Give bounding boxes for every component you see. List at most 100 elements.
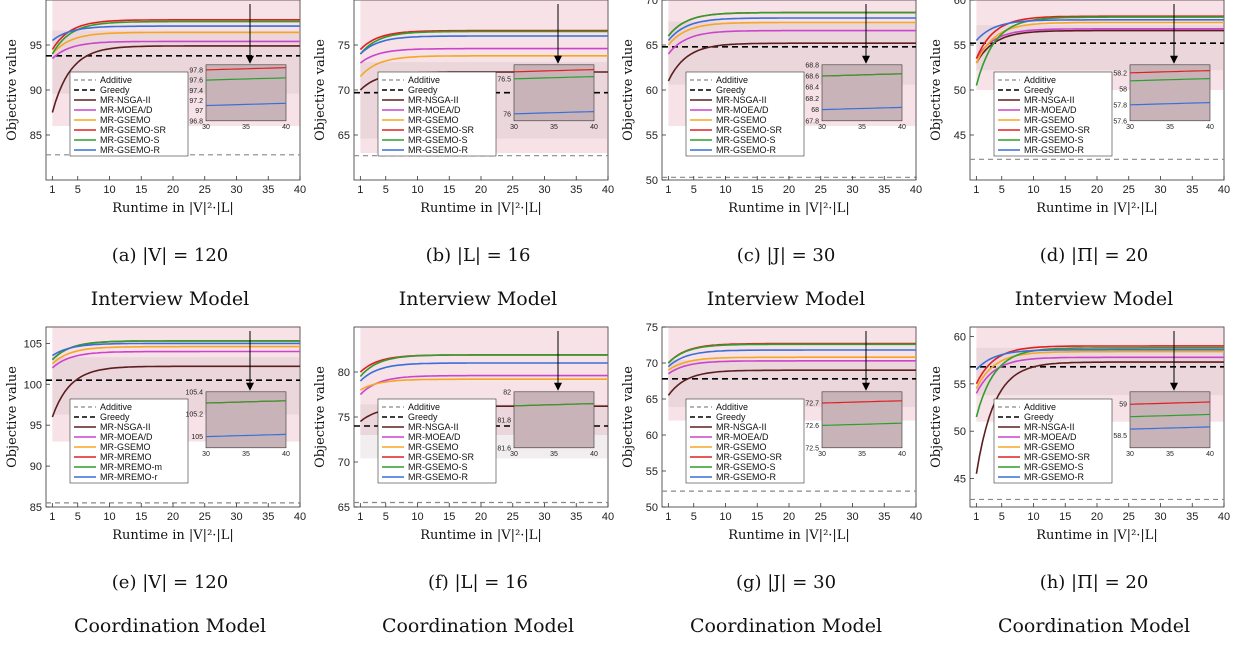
- series-line-mr-moea-d: [51, 350, 300, 369]
- y-tick-label: 90: [30, 461, 42, 473]
- series-line-mr-gsemo-sr: [975, 345, 1224, 385]
- y-tick-label: 45: [954, 474, 966, 486]
- inset-series-mr-gsemo-r: [514, 111, 594, 115]
- inset-x-tick-label: 40: [590, 451, 598, 458]
- inset-x-tick-label: 35: [550, 451, 558, 458]
- inset-box: [1129, 64, 1211, 122]
- inset-series-mr-gsemo-sr: [206, 67, 286, 71]
- legend-label: MR-NSGA-II: [408, 95, 459, 105]
- inset-series-mr-gsemo-sr: [514, 69, 594, 73]
- y-tick-label: 65: [338, 130, 350, 142]
- x-tick-label: 35: [570, 184, 582, 196]
- inset-series-mr-gsemo-r: [1130, 102, 1210, 106]
- legend-label: MR-GSEMO-R: [408, 472, 468, 482]
- inset-y-tick-label: 58.2: [1113, 70, 1127, 77]
- x-tick-label: 20: [475, 511, 487, 523]
- subfigure-caption: (d) |Π| = 20: [1039, 245, 1149, 266]
- inset-series-mr-gsemo-s: [1130, 413, 1210, 418]
- x-tick-label: 15: [751, 184, 763, 196]
- x-tick-label: 5: [383, 184, 389, 196]
- series-line-mr-gsemo-s: [51, 20, 300, 55]
- x-tick-label: 10: [411, 511, 423, 523]
- model-label: Coordination Model: [73, 615, 267, 637]
- inset-y-tick-label: 72.6: [805, 423, 819, 430]
- y-tick-label: 50: [646, 175, 658, 187]
- inset-y-tick-label: 68.4: [805, 85, 819, 92]
- inset-series-mr-gsemo-s: [206, 77, 286, 81]
- legend-label: MR-MOEA/D: [716, 105, 769, 115]
- x-tick-label: 40: [602, 511, 614, 523]
- x-axis-title: Runtime in |V|²·|L|: [1036, 528, 1158, 543]
- x-tick-label: 30: [230, 184, 242, 196]
- inset-series-mr-gsemo-sr: [1130, 70, 1210, 74]
- legend-label: Greedy: [408, 412, 438, 422]
- legend-box: [377, 71, 497, 157]
- x-tick-label: 35: [570, 511, 582, 523]
- inset-y-tick-label: 57.6: [1113, 118, 1127, 125]
- model-label: Coordination Model: [381, 615, 575, 637]
- legend-label: Greedy: [100, 412, 130, 422]
- subfigure-caption: (a) |V| = 120: [111, 245, 229, 266]
- y-tick-label: 55: [646, 130, 658, 142]
- x-axis-title: Runtime in |V|²·|L|: [112, 201, 234, 216]
- zoom-arrow-head: [1170, 55, 1178, 64]
- x-tick-label: 30: [1154, 184, 1166, 196]
- inset-series-mr-gsemo-r: [822, 602, 902, 604]
- inset-series-mr-gsemo-s: [1130, 78, 1210, 82]
- zoom-arrow-head: [862, 55, 870, 64]
- series-line-mr-moea-d: [359, 374, 608, 396]
- inset-y-tick-label: 68.8: [805, 62, 819, 69]
- series-line-mr-gsemo-r: [975, 348, 1224, 371]
- subfigure-caption: (f) |L| = 16: [428, 572, 528, 593]
- legend-label: Additive: [1024, 402, 1056, 412]
- inset-y-tick-label: 97.2: [189, 98, 203, 105]
- model-label: Coordination Model: [997, 615, 1191, 637]
- x-tick-label: 25: [815, 511, 827, 523]
- x-tick-label: 15: [443, 184, 455, 196]
- y-axis-title: Objective value: [929, 366, 944, 468]
- y-tick-label: 60: [646, 85, 658, 97]
- y-tick-label: 50: [646, 502, 658, 514]
- y-tick-label: 50: [954, 426, 966, 438]
- series-line-mr-gsemo-s: [975, 16, 1224, 86]
- series-line-mr-moea-d: [667, 360, 916, 375]
- series-line-mr-nsga-ii: [975, 361, 1224, 474]
- x-tick-label: 10: [103, 184, 115, 196]
- x-tick-label: 35: [262, 511, 274, 523]
- x-tick-label: 1: [665, 184, 671, 196]
- x-tick-label: 15: [751, 511, 763, 523]
- legend-label: Greedy: [716, 412, 746, 422]
- series-line-mr-gsemo: [667, 356, 916, 371]
- x-tick-label: 20: [167, 184, 179, 196]
- inset-y-tick-label: 105.2: [185, 412, 203, 419]
- y-axis-title: Objective value: [5, 39, 20, 141]
- legend-label: MR-GSEMO-S: [408, 135, 468, 145]
- y-axis-title: Objective value: [929, 39, 944, 141]
- x-axis-title: Runtime in |V|²·|L|: [112, 528, 234, 543]
- inset-x-tick-label: 40: [282, 124, 290, 131]
- legend-label: MR-MOEA/D: [1024, 105, 1077, 115]
- inset-series-mr-gsemo-sr: [822, 400, 902, 404]
- y-tick-label: 95: [30, 420, 42, 432]
- model-label: Coordination Model: [689, 615, 883, 637]
- legend-label: MR-GSEMO-SR: [408, 125, 474, 135]
- chart-panel-f: 65 70 75 80 1 5 10 15 20 25 30 35 40 Runtime in |V|²·…: [308, 326, 616, 557]
- zoom-arrow-head: [862, 382, 870, 391]
- legend-label: MR-MOEA/D: [408, 432, 461, 442]
- series-line-mr-gsemo: [667, 21, 916, 46]
- inset-x-tick-label: 30: [1126, 124, 1134, 131]
- inset-series-mr-gsemo-s: [514, 76, 594, 80]
- y-tick-label: 55: [954, 379, 966, 391]
- x-tick-label: 5: [691, 184, 697, 196]
- x-tick-label: 1: [973, 184, 979, 196]
- series-line-mr-gsemo-r: [975, 19, 1224, 42]
- x-tick-label: 5: [999, 511, 1005, 523]
- inset-box: [1129, 391, 1211, 449]
- inset-x-tick-label: 30: [818, 124, 826, 131]
- series-line-mr-gsemo: [360, 378, 608, 391]
- x-tick-label: 1: [357, 511, 363, 523]
- x-tick-label: 1: [49, 511, 55, 523]
- inset-x-tick-label: 30: [1126, 451, 1134, 458]
- y-tick-label: 85: [30, 130, 42, 142]
